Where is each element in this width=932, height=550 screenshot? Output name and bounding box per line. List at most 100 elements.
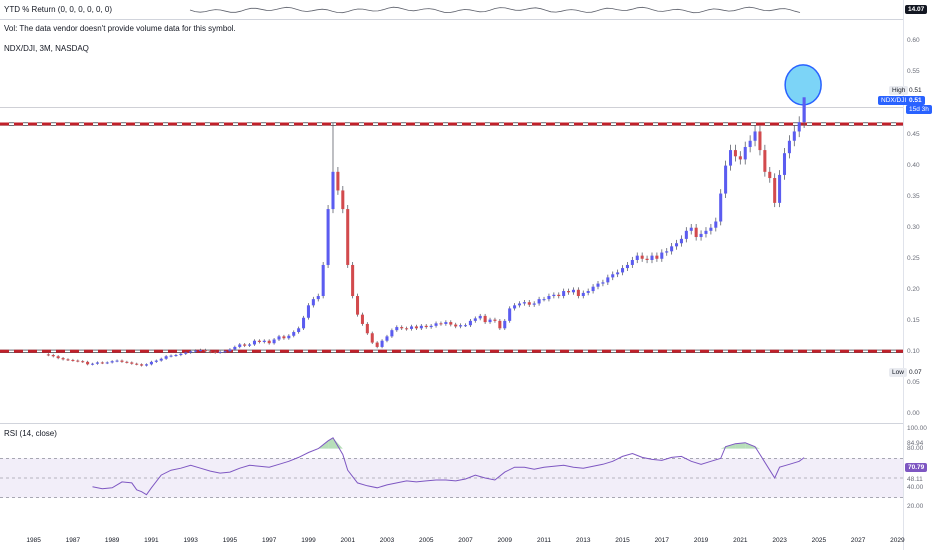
price-tick-label: 0.30: [907, 223, 920, 231]
time-tick-label: 1999: [301, 537, 316, 544]
price-tick-label: 0.10: [907, 347, 920, 355]
candle-down: [356, 296, 360, 315]
candle-down: [120, 360, 124, 362]
candle-up: [385, 336, 389, 341]
candle-up: [714, 221, 718, 228]
candle-down: [365, 323, 369, 334]
candle-up: [419, 325, 423, 329]
candle-up: [277, 336, 281, 340]
time-tick-label: 1991: [144, 537, 159, 544]
time-tick-label: 1985: [26, 537, 41, 544]
candle-up: [252, 340, 256, 345]
candle-down: [763, 150, 767, 172]
candle-up: [562, 291, 566, 297]
candle-up: [522, 302, 526, 304]
rsi-pane: [0, 437, 903, 498]
candle-up: [287, 335, 291, 339]
candle-down: [454, 324, 458, 327]
candle-down: [336, 171, 340, 191]
candle-down: [135, 363, 139, 365]
volume-notice: Vol: The data vendor doesn't provide vol…: [4, 24, 236, 33]
candle-down: [758, 131, 762, 151]
candle-down: [86, 361, 90, 365]
candle-up: [611, 274, 615, 278]
candle-up: [189, 351, 193, 353]
candle-down: [341, 190, 345, 210]
price-tick-label: 0.55: [907, 68, 920, 76]
candle-up: [459, 325, 463, 327]
candle-up: [719, 193, 723, 222]
last-price-badge: 0.51: [906, 96, 925, 105]
rsi-indicator-label[interactable]: RSI (14, close): [4, 429, 57, 438]
candle-up: [665, 251, 669, 253]
time-tick-label: 1993: [183, 537, 198, 544]
time-tick-label: 2005: [419, 537, 434, 544]
candle-down: [498, 320, 502, 329]
candle-up: [753, 131, 757, 141]
candle-down: [738, 156, 742, 160]
rsi-pane-separator[interactable]: [0, 423, 903, 424]
candle-down: [576, 289, 580, 297]
candle-up: [159, 358, 163, 361]
candle-down: [640, 255, 644, 259]
candle-up: [606, 277, 610, 283]
time-tick-label: 2023: [772, 537, 787, 544]
candle-up: [223, 351, 227, 353]
ytd-value-badge: 14.07: [905, 5, 928, 14]
candle-up: [218, 351, 222, 353]
candle-up: [306, 305, 310, 318]
candle-up: [709, 227, 713, 231]
candle-up: [670, 246, 674, 252]
candle-down: [483, 315, 487, 323]
price-tick-label: 0.40: [907, 161, 920, 169]
candle-down: [493, 319, 497, 321]
candle-up: [380, 340, 384, 347]
ytd-return-label[interactable]: YTD % Return (0, 0, 0, 0, 0, 0): [4, 5, 113, 14]
candle-up: [326, 209, 330, 265]
price-tick-label: 0.25: [907, 254, 920, 262]
candle-down: [56, 356, 60, 359]
candle-down: [424, 325, 428, 328]
candle-up: [105, 362, 109, 364]
ytd-sparkline-line: [189, 6, 801, 14]
price-tick-label: 0.20: [907, 285, 920, 293]
candle-up: [169, 355, 173, 357]
rsi-tick-label: 48.11: [907, 475, 923, 483]
candle-up: [635, 255, 639, 260]
candle-up: [675, 243, 679, 247]
candle-up: [95, 362, 99, 364]
candle-up: [110, 361, 114, 363]
candle-up: [517, 303, 522, 306]
candle-down: [282, 336, 286, 339]
candle-up: [743, 146, 747, 160]
candle-up: [154, 360, 158, 362]
candle-up: [463, 325, 468, 327]
candle-up: [390, 330, 394, 337]
candle-down: [400, 327, 404, 329]
candle-up: [473, 318, 477, 321]
rsi-overbought-fill: [332, 437, 343, 449]
candle-down: [360, 314, 364, 324]
time-tick-label: 2025: [811, 537, 827, 544]
chart-canvas[interactable]: [0, 0, 903, 550]
price-axis[interactable]: [903, 0, 932, 550]
candle-up: [616, 272, 620, 275]
time-tick-label: 2019: [693, 537, 709, 544]
high-label: High: [889, 86, 909, 95]
candle-up: [601, 282, 605, 284]
candle-up: [434, 323, 438, 326]
price-pane: [0, 64, 903, 367]
candle-up: [787, 140, 791, 154]
time-tick-label: 2011: [537, 537, 552, 544]
rsi-overbought-fill: [735, 442, 746, 449]
rsi-last-value-badge: 70.79: [905, 463, 928, 472]
candle-down: [71, 359, 75, 361]
candle-down: [66, 359, 70, 361]
ytd-pane-separator[interactable]: [0, 19, 903, 20]
symbol-title[interactable]: NDX/DJI, 3M, NASDAQ: [4, 44, 89, 53]
candle-down: [655, 255, 659, 259]
candle-up: [488, 319, 492, 323]
candle-up: [684, 230, 688, 239]
price-tick-label: 0.35: [907, 192, 920, 200]
candle-down: [346, 209, 350, 265]
